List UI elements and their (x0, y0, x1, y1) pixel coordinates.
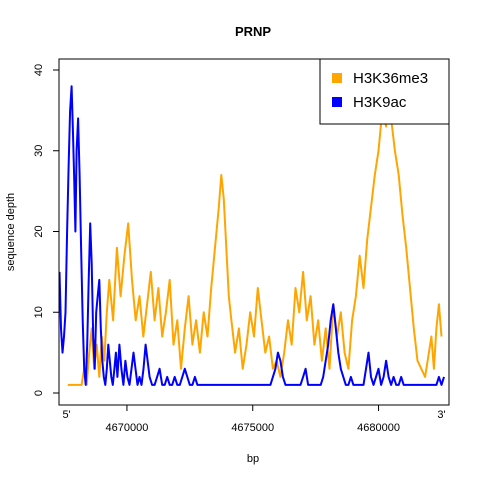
x-tick-label: 4675000 (231, 422, 274, 434)
legend-label: H3K9ac (353, 94, 407, 111)
legend: H3K36me3 H3K9ac (319, 58, 450, 125)
series-line-1 (58, 85, 445, 386)
legend-label: H3K36me3 (353, 70, 428, 87)
five-prime-label: 5' (62, 409, 70, 421)
y-tick-label: 0 (33, 390, 45, 396)
y-axis-label: sequence depth (5, 193, 17, 271)
plot-lines (58, 85, 445, 386)
chart-title: PRNP (235, 24, 271, 39)
legend-swatch (332, 73, 342, 83)
y-tick-label: 30 (33, 145, 45, 157)
x-axis-label: bp (247, 453, 259, 465)
x-tick-label: 4670000 (106, 422, 149, 434)
y-axis: 0 10 20 30 40 (33, 64, 59, 396)
y-tick-label: 10 (33, 306, 45, 318)
y-tick-label: 40 (33, 64, 45, 76)
x-axis: 4670000 4675000 4680000 5' 3' (62, 405, 446, 434)
y-tick-label: 20 (33, 225, 45, 237)
legend-swatch (332, 97, 342, 107)
series-line-0 (67, 101, 443, 386)
legend-box (319, 58, 450, 125)
three-prime-label: 3' (437, 409, 445, 421)
x-tick-label: 4680000 (357, 422, 400, 434)
